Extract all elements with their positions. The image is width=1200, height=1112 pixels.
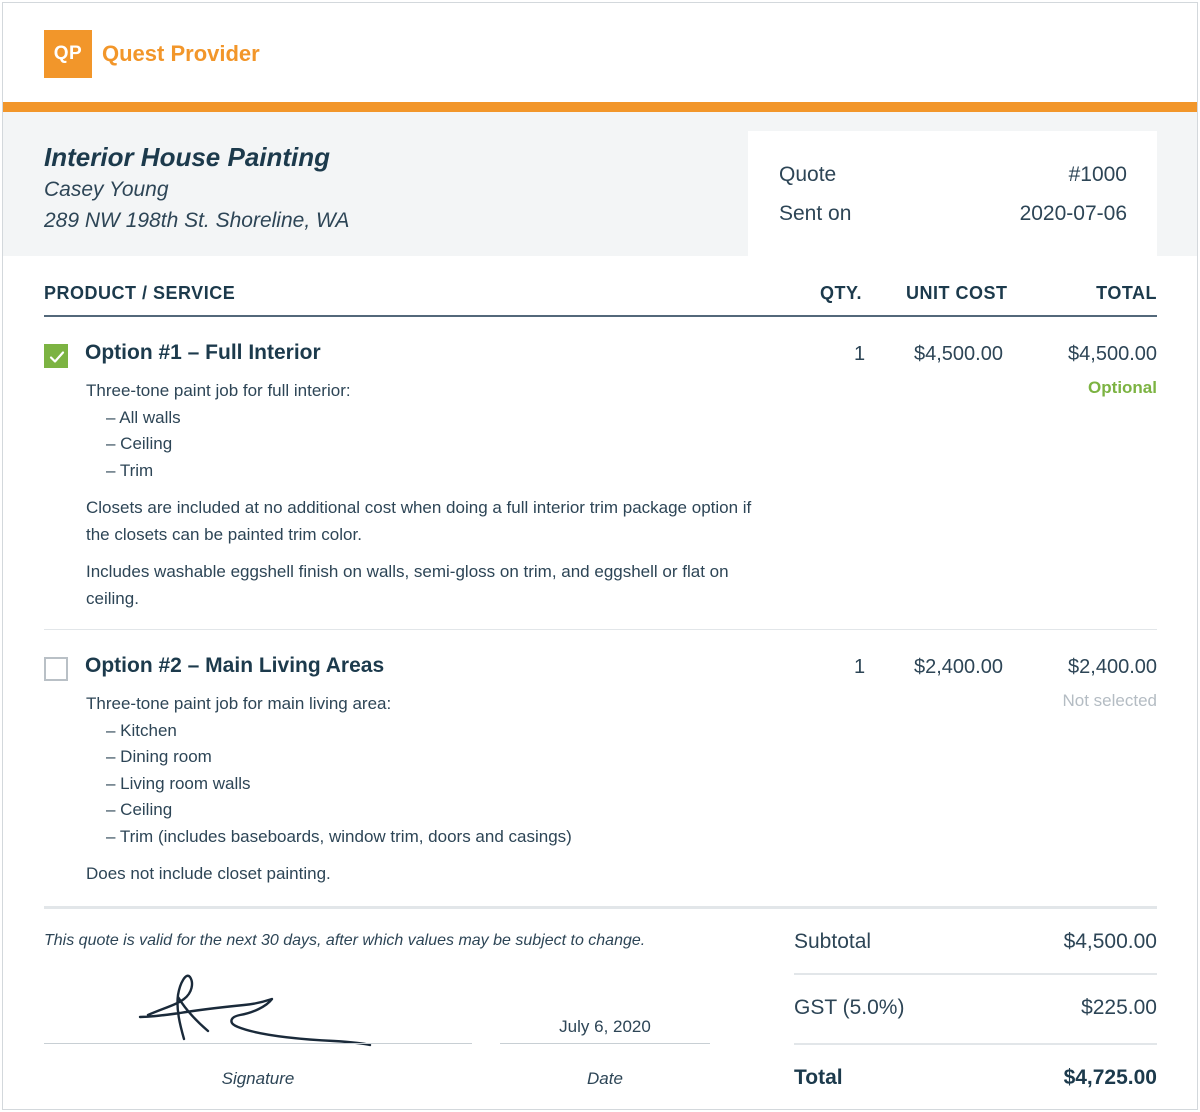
description-bullet: – Ceiling <box>106 434 173 453</box>
tax-label: GST (5.0%) <box>794 996 905 1019</box>
header-total: TOTAL <box>1096 283 1157 303</box>
signature-date: July 6, 2020 <box>559 1017 651 1036</box>
client-name: Casey Young <box>44 178 169 201</box>
sent-date: 2020-07-06 <box>1019 202 1127 225</box>
item-description: Three-tone paint job for full interior: … <box>86 378 766 612</box>
description-bullet: – Kitchen <box>106 720 177 740</box>
status-badge: Not selected <box>1062 691 1158 710</box>
signature-image <box>138 974 372 1047</box>
subtotal-value: $4,500.00 <box>1063 930 1157 953</box>
info-band: Interior House Painting Casey Young 289 … <box>3 112 1197 259</box>
description-bullet: – Living room walls <box>106 773 251 793</box>
description-paragraph: Does not include closet painting. <box>86 864 331 883</box>
signature-label: Signature <box>221 1069 295 1088</box>
item-qty: 1 <box>854 656 866 678</box>
tax-value: $225.00 <box>1081 996 1157 1019</box>
status-badge: Optional <box>1088 378 1157 397</box>
item-total: $4,500.00 <box>1068 343 1157 365</box>
table-header: PRODUCT / SERVICE QTY. UNIT COST TOTAL <box>44 281 1157 317</box>
date-label: Date <box>587 1069 623 1088</box>
quote-meta-card: Quote #1000 Sent on 2020-07-06 <box>748 131 1157 259</box>
totals-divider <box>794 973 1157 975</box>
quote-label: Quote <box>779 163 837 186</box>
validity-note: This quote is valid for the next 30 days… <box>44 932 646 949</box>
footer-divider <box>44 906 1157 909</box>
description-paragraph: Closets are included at no additional co… <box>86 498 752 544</box>
date-line <box>500 1043 710 1044</box>
job-title: Interior House Painting <box>44 142 331 172</box>
sent-date-row: Sent on 2020-07-06 <box>779 202 1127 226</box>
checkmark-icon <box>49 351 65 363</box>
item-total: $2,400.00 <box>1068 656 1157 678</box>
quote-number: #1000 <box>1068 163 1127 186</box>
item-unit-cost: $2,400.00 <box>914 656 1003 678</box>
item-unit-cost: $4,500.00 <box>914 343 1003 365</box>
description-bullet: – Ceiling <box>106 800 173 819</box>
accent-bar <box>3 102 1197 112</box>
item-divider <box>44 629 1157 630</box>
subtotal-label: Subtotal <box>794 930 872 953</box>
description-intro: Three-tone paint job for full interior: <box>86 381 351 400</box>
header-product: PRODUCT / SERVICE <box>44 283 236 303</box>
item-qty: 1 <box>854 343 866 365</box>
header-qty: QTY. <box>820 283 863 303</box>
signature-line <box>44 1043 472 1044</box>
client-address: 289 NW 198th St. Shoreline, WA <box>44 209 350 232</box>
brand: QP Quest Provider <box>44 30 260 78</box>
grand-total-row: Total $4,725.00 <box>794 1066 1157 1090</box>
total-label: Total <box>794 1066 843 1089</box>
item-description: Three-tone paint job for main living are… <box>86 691 766 888</box>
header-unit-cost: UNIT COST <box>906 283 1008 303</box>
description-bullet: – Dining room <box>106 747 212 766</box>
option-2-checkbox[interactable] <box>44 657 68 681</box>
total-value: $4,725.00 <box>1063 1066 1157 1089</box>
subtotal-row: Subtotal $4,500.00 <box>794 930 1157 954</box>
quote-number-row: Quote #1000 <box>779 163 1127 187</box>
option-1-checkbox[interactable] <box>44 344 68 368</box>
item-name: Option #2 – Main Living Areas <box>85 654 385 677</box>
tax-row: GST (5.0%) $225.00 <box>794 996 1157 1020</box>
description-intro: Three-tone paint job for main living are… <box>86 694 392 713</box>
description-bullet: – Trim (includes baseboards, window trim… <box>106 826 572 846</box>
description-paragraph: Includes washable eggshell finish on wal… <box>86 562 729 608</box>
description-bullet: – Trim <box>106 460 154 480</box>
description-bullet: – All walls <box>106 407 181 427</box>
logo: QP <box>44 30 92 78</box>
sent-label: Sent on <box>779 202 852 225</box>
totals-divider <box>794 1043 1157 1045</box>
item-name: Option #1 – Full Interior <box>85 341 321 364</box>
brand-name: Quest Provider <box>102 41 260 66</box>
